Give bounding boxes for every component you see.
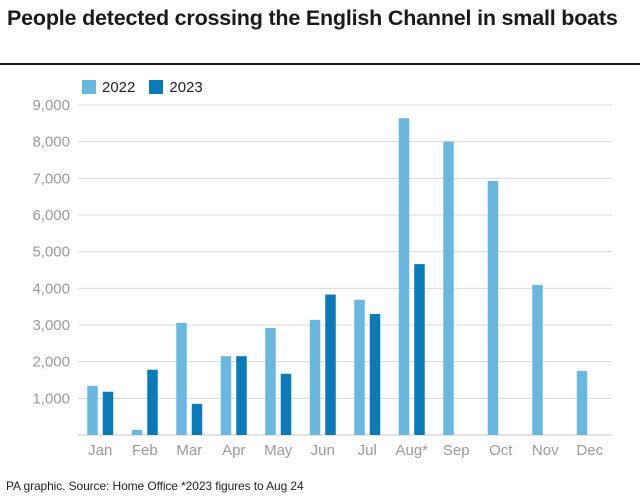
- legend-label-2022: 2022: [102, 78, 136, 96]
- y-tick-label: 9,000: [32, 97, 70, 114]
- x-tick-label: Oct: [489, 442, 513, 459]
- legend-item-2022: 2022: [82, 79, 135, 96]
- y-tick-label: 7,000: [32, 170, 70, 187]
- bar-2022: [309, 319, 321, 435]
- x-tick-label: Nov: [532, 442, 559, 459]
- x-tick-label: Dec: [576, 442, 603, 459]
- y-tick-label: 2,000: [32, 354, 70, 371]
- bar-2022: [354, 299, 365, 435]
- bar-2022: [131, 429, 143, 435]
- bar-2022: [176, 322, 187, 435]
- bar-2022: [443, 141, 454, 435]
- y-tick-label: 5,000: [32, 244, 70, 261]
- y-tick-label: 6,000: [32, 207, 70, 224]
- bar-2023: [325, 294, 336, 435]
- bar-2023: [147, 369, 158, 435]
- bar-2022: [532, 285, 543, 435]
- bar-2022: [87, 385, 98, 435]
- x-tick-label: May: [264, 442, 293, 459]
- bar-2022: [398, 118, 410, 435]
- x-tick-label: Feb: [132, 442, 158, 459]
- x-tick-label: Apr: [222, 442, 245, 459]
- y-tick-label: 4,000: [32, 280, 70, 297]
- bar-2023: [191, 403, 203, 435]
- bar-2022: [576, 370, 588, 435]
- title-divider: [0, 63, 640, 65]
- bar-2023: [236, 356, 247, 435]
- legend-label-2023: 2023: [169, 78, 203, 96]
- bar-2022: [220, 356, 232, 435]
- chart-legend: 2022 2023: [82, 77, 203, 97]
- legend-swatch-2023: [149, 80, 164, 94]
- bar-2022: [487, 180, 499, 435]
- source-footer: PA graphic. Source: Home Office *2023 fi…: [6, 479, 304, 493]
- x-tick-label: Aug*: [395, 442, 428, 459]
- x-tick-label: Jan: [88, 442, 112, 459]
- y-tick-label: 1,000: [32, 390, 70, 407]
- bar-2022: [265, 327, 276, 435]
- bar-2023: [280, 373, 292, 435]
- y-tick-label: 8,000: [32, 134, 70, 151]
- x-tick-label: Jun: [311, 442, 335, 459]
- x-tick-label: Mar: [176, 442, 202, 459]
- x-tick-label: Jul: [358, 442, 377, 459]
- x-tick-label: Sep: [443, 442, 470, 459]
- bar-2023: [414, 264, 425, 435]
- bar-2023: [102, 391, 114, 435]
- bar-2023: [369, 314, 381, 435]
- y-tick-label: 3,000: [32, 317, 70, 334]
- chart-title: People detected crossing the English Cha…: [7, 6, 618, 30]
- legend-swatch-2022: [82, 80, 96, 94]
- legend-item-2023: 2023: [149, 78, 203, 96]
